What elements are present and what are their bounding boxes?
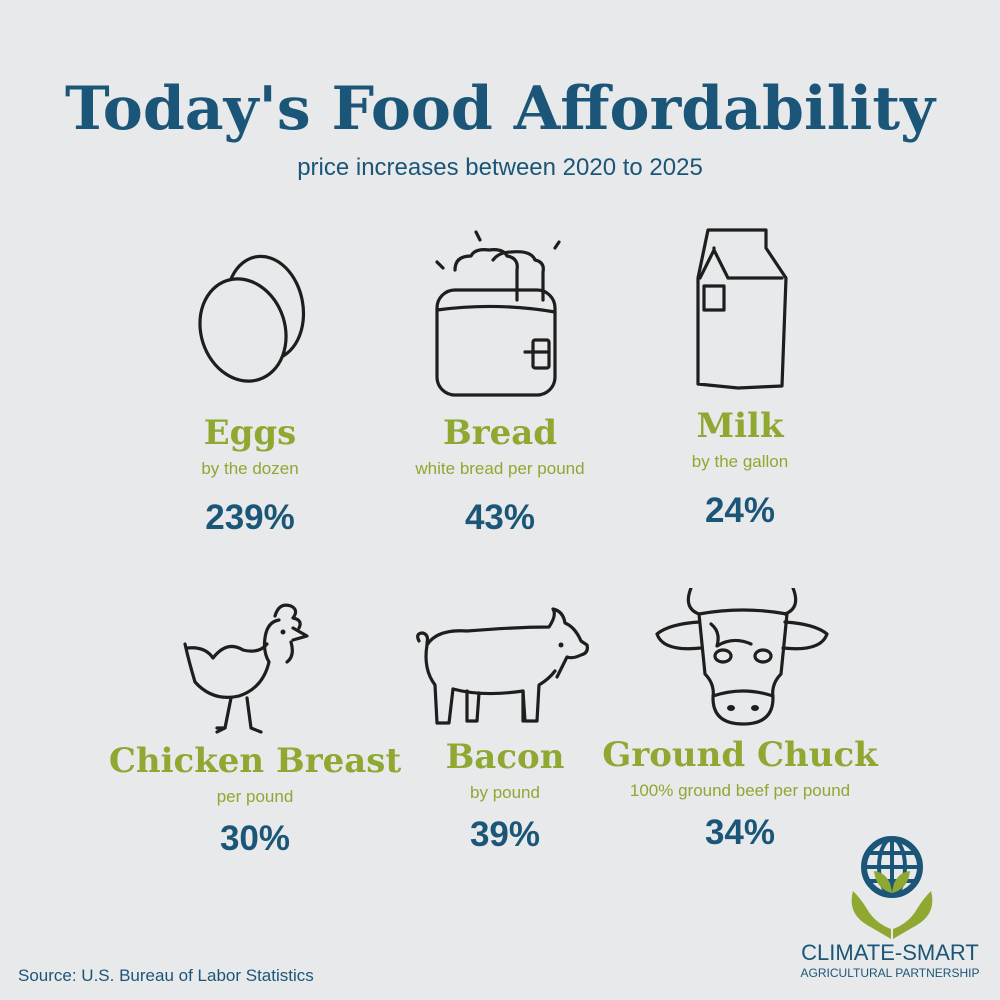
item-ground-chuck: Ground Chuck 100% ground beef per pound … — [590, 588, 890, 863]
page-title: Today's Food Affordability — [65, 74, 935, 144]
toaster-icon — [435, 230, 561, 397]
milk-carton-icon — [696, 228, 788, 390]
globe-leaves-logo-icon — [851, 836, 933, 939]
org-name-line2: AGRICULTURAL PARTNERSHIP — [800, 966, 980, 980]
item-eggs: Eggs by the dozen 239% — [150, 240, 350, 550]
item-increase: 39% — [469, 815, 541, 854]
item-name: Ground Chuck — [602, 735, 878, 775]
item-unit: per pound — [216, 787, 294, 806]
item-name: Bacon — [445, 737, 565, 777]
item-unit: by the gallon — [691, 452, 789, 471]
item-chicken-breast: Chicken Breast per pound 30% — [95, 598, 415, 868]
item-increase: 34% — [704, 813, 776, 852]
item-bread: Bread white bread per pound 43% — [385, 225, 615, 545]
item-increase: 24% — [704, 491, 776, 530]
chicken-icon — [183, 603, 309, 734]
item-name: Eggs — [203, 413, 297, 453]
pig-icon — [416, 607, 589, 725]
item-unit: by pound — [470, 783, 540, 802]
item-name: Milk — [696, 406, 784, 446]
item-increase: 239% — [205, 498, 295, 537]
org-name-line1: CLIMATE-SMART — [801, 940, 979, 965]
item-milk: Milk by the gallon 24% — [640, 220, 840, 540]
partnership-logo: CLIMATE-SMART AGRICULTURAL PARTNERSHIP — [790, 835, 990, 995]
item-name: Bread — [442, 413, 558, 453]
cow-icon — [655, 588, 829, 726]
eggs-icon — [198, 254, 306, 383]
item-increase: 43% — [464, 498, 536, 537]
item-unit: white bread per pound — [415, 459, 585, 478]
item-bacon: Bacon by pound 39% — [410, 605, 600, 865]
page-subtitle: price increases between 2020 to 2025 — [297, 154, 703, 181]
item-increase: 30% — [219, 819, 291, 858]
item-name: Chicken Breast — [108, 741, 402, 781]
item-unit: by the dozen — [201, 459, 299, 478]
source-citation: Source: U.S. Bureau of Labor Statistics — [18, 966, 314, 985]
item-unit: 100% ground beef per pound — [629, 781, 851, 800]
